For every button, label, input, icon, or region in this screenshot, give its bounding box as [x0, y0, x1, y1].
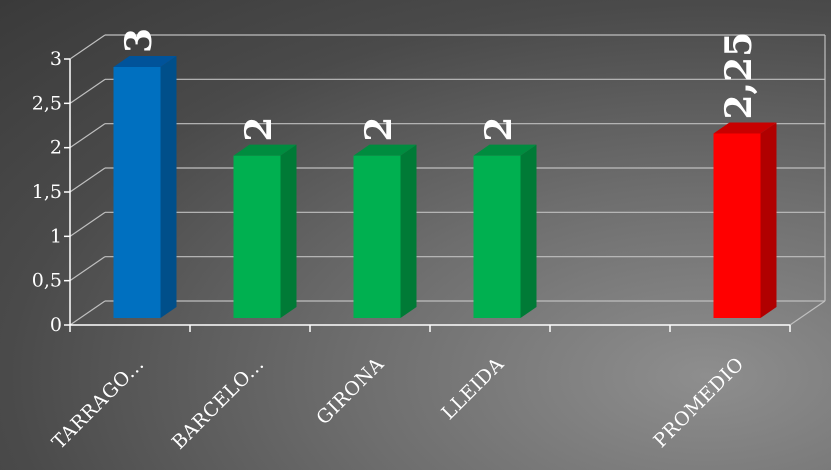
gridline-depth [69, 300, 106, 326]
bar [713, 133, 761, 318]
bar-side [400, 144, 417, 318]
gridline-depth [69, 167, 106, 193]
data-label: 2 [358, 117, 400, 142]
category-label: LLEIDA [437, 353, 508, 424]
data-label: 2,25 [718, 32, 760, 120]
bar [113, 67, 161, 318]
category-label: PROMEDIO [649, 353, 748, 452]
category-label: BARCELO... [168, 353, 269, 454]
bar-side [160, 56, 177, 318]
y-tick-label: 1 [50, 225, 62, 247]
bars-layer [113, 56, 777, 318]
bar-top [113, 56, 177, 67]
y-tick-label: 0 [50, 314, 62, 336]
data-label: 3 [118, 28, 160, 53]
gridline-depth [69, 34, 106, 60]
category-label: GIRONA [312, 353, 388, 429]
bar [233, 155, 281, 318]
y-tick-label: 1,5 [32, 181, 62, 203]
y-tick-label: 0,5 [32, 270, 62, 292]
data-label: 2 [478, 117, 520, 142]
bar-side [280, 144, 297, 318]
floor-edge [789, 300, 826, 326]
y-tick-label: 2 [50, 137, 62, 159]
bar-top [353, 144, 417, 156]
gridline-depth [69, 211, 106, 237]
bar [473, 155, 521, 318]
category-label: TARRAGO... [48, 353, 149, 454]
data-label: 2 [238, 117, 280, 142]
gridline-depth [69, 78, 106, 104]
grid-layer: 0 0,5 1 1,5 2 2,5 3 [32, 34, 826, 336]
bar-top [233, 144, 297, 156]
bar-top [473, 144, 537, 156]
y-tick-label: 2,5 [32, 92, 62, 114]
bar [353, 155, 401, 318]
gridline-depth [69, 256, 106, 282]
bar-top [713, 122, 777, 134]
bar-side [760, 122, 777, 318]
gridline-depth [69, 123, 106, 149]
bar-side [520, 144, 537, 318]
y-tick-label: 3 [50, 48, 62, 70]
